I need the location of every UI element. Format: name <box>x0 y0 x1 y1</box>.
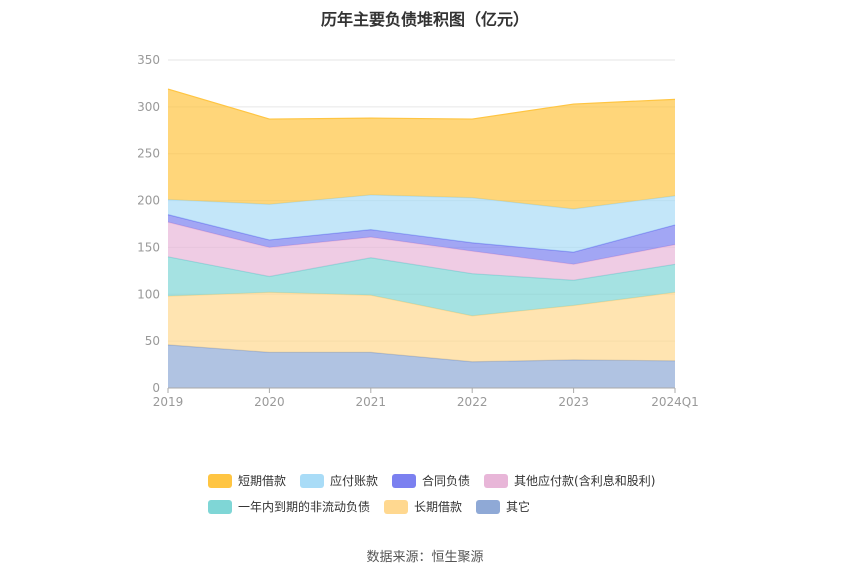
area-series-1 <box>168 292 675 362</box>
x-tick-label: 2024Q1 <box>651 395 699 409</box>
legend-swatch <box>484 473 509 488</box>
legend-label: 其它 <box>506 500 531 514</box>
legend-item[interactable]: 其他应付款(含利息和股利) <box>484 472 655 489</box>
area-series-4 <box>168 214 675 265</box>
y-tick-label: 100 <box>137 287 160 301</box>
legend-label: 短期借款 <box>238 474 287 488</box>
series-line-2 <box>167 256 676 281</box>
area-series <box>167 88 676 388</box>
x-tick-label: 2021 <box>356 395 387 409</box>
x-tick-label: 2022 <box>457 395 488 409</box>
y-tick-label: 250 <box>137 147 160 161</box>
legend-item[interactable]: 应付账款 <box>300 472 378 489</box>
legend-item[interactable]: 长期借款 <box>384 498 462 515</box>
y-tick-label: 50 <box>145 334 160 348</box>
area-series-5 <box>168 194 675 253</box>
legend-label: 一年内到期的非流动负债 <box>238 500 371 514</box>
x-tick-label: 2020 <box>254 395 285 409</box>
legend-item[interactable]: 一年内到期的非流动负债 <box>208 498 370 515</box>
series-line-0 <box>167 344 676 363</box>
y-tick-label: 350 <box>137 53 160 67</box>
area-series-2 <box>168 256 675 316</box>
legend-label: 应付账款 <box>330 474 379 488</box>
legend-swatch <box>384 499 409 514</box>
area-series-0 <box>168 344 675 388</box>
legend-item[interactable]: 其它 <box>476 498 530 515</box>
y-tick-label: 200 <box>137 194 160 208</box>
y-tick-label: 300 <box>137 100 160 114</box>
chart-title: 历年主要负债堆积图（亿元） <box>320 10 529 29</box>
legend-label: 长期借款 <box>414 500 463 514</box>
y-axis-ticks: 0 50 100 150 200 250 300 350 <box>137 53 160 395</box>
legend-swatch <box>392 473 417 488</box>
area-series-3 <box>168 222 675 281</box>
legend-swatch <box>300 473 325 488</box>
legend: 短期借款 应付账款 合同负债 其他应付款(含利息和股利) 一年内到期的非流动负债 长期借款… <box>208 472 678 515</box>
series-line-6 <box>167 88 676 120</box>
x-axis: 2019 2020 2021 2022 2023 2024Q1 <box>153 387 699 409</box>
legend-item[interactable]: 合同负债 <box>392 472 470 489</box>
legend-swatch <box>476 499 501 514</box>
legend-swatch <box>208 473 232 488</box>
legend-label: 合同负债 <box>422 474 471 488</box>
legend-swatch <box>208 499 232 514</box>
y-tick-label: 0 <box>152 381 160 395</box>
y-tick-label: 150 <box>137 240 160 254</box>
data-source: 数据来源：恒生聚源 <box>366 550 484 565</box>
x-tick-label: 2023 <box>558 395 589 409</box>
legend-item[interactable]: 短期借款 <box>208 472 286 489</box>
x-tick-label: 2019 <box>153 395 184 409</box>
legend-label: 其他应付款(含利息和股利) <box>514 474 656 488</box>
